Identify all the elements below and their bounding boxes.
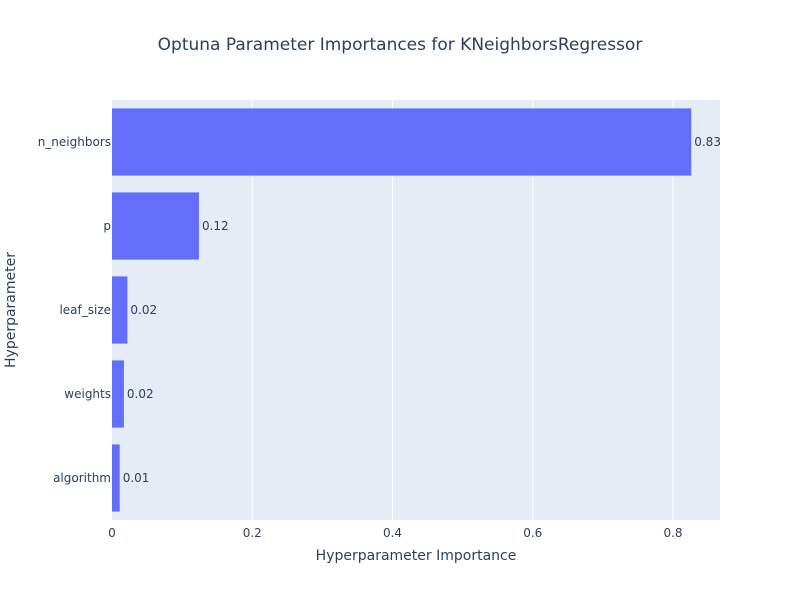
x-axis-title: Hyperparameter Importance (316, 548, 517, 564)
bar-weights (112, 360, 124, 428)
x-axis-ticks: 0 0.2 0.4 0.6 0.8 (108, 526, 682, 540)
bar-algorithm (112, 444, 120, 512)
y-axis-title: Hyperparameter (3, 252, 19, 368)
data-label-leaf_size: 0.02 (130, 303, 157, 317)
data-label-algorithm: 0.01 (123, 471, 150, 485)
chart-title: Optuna Parameter Importances for KNeighb… (158, 35, 643, 55)
x-tick-label: 0.8 (663, 526, 682, 540)
data-labels: 0.01 0.02 0.02 0.12 0.83 (123, 135, 721, 485)
x-tick-label: 0.4 (383, 526, 402, 540)
x-tick-label: 0.2 (243, 526, 262, 540)
y-tick-label-p: p (103, 219, 111, 233)
x-tick-label: 0 (108, 526, 116, 540)
bar-p (112, 192, 199, 260)
y-tick-label-algorithm: algorithm (53, 471, 111, 485)
data-label-p: 0.12 (202, 219, 229, 233)
data-label-weights: 0.02 (127, 387, 154, 401)
y-tick-label-weights: weights (64, 387, 111, 401)
x-tick-label: 0.6 (523, 526, 542, 540)
bar-leaf_size (112, 276, 128, 344)
y-tick-label-leaf_size: leaf_size (59, 303, 111, 317)
y-tick-label-n_neighbors: n_neighbors (38, 135, 111, 149)
y-axis-ticks: algorithm weights leaf_size p n_neighbors (38, 135, 111, 485)
data-label-n_neighbors: 0.83 (694, 135, 721, 149)
bars (112, 108, 692, 512)
bar-n_neighbors (112, 108, 692, 176)
